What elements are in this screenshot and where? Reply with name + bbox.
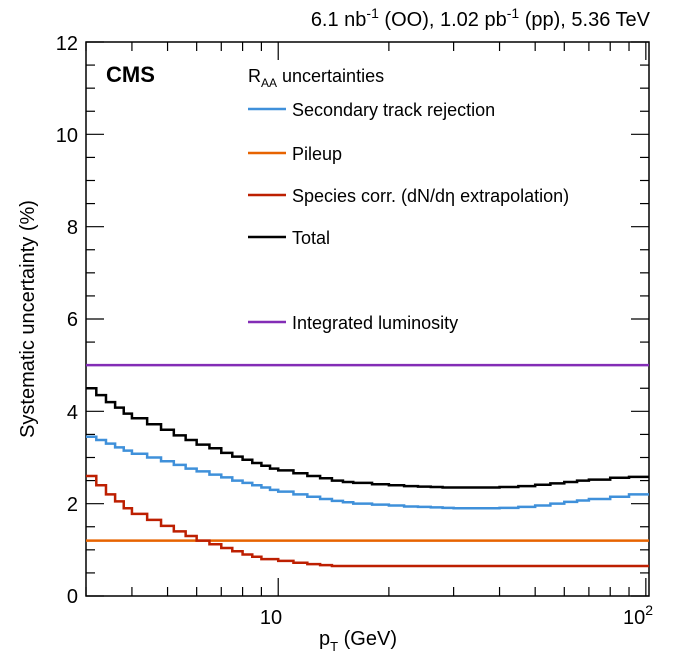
y-axis-title: Systematic uncertainty (%) bbox=[17, 200, 39, 438]
x-tick-label-100: 102 bbox=[623, 602, 653, 629]
y-tick-label-6: 6 bbox=[67, 309, 78, 331]
legend-label-species: Species corr. (dN/dη extrapolation) bbox=[292, 186, 569, 206]
series-line-secondary-track-rejection bbox=[86, 435, 649, 510]
y-tick-label-10: 10 bbox=[56, 125, 78, 147]
y-tick-label-0: 0 bbox=[67, 586, 78, 608]
series-group bbox=[86, 363, 649, 568]
legend-label-luminosity: Integrated luminosity bbox=[292, 313, 458, 333]
series-line-species-corr-dn-d-extrapolation bbox=[86, 474, 649, 568]
experiment-label: CMS bbox=[106, 62, 155, 87]
y-tick-label-12: 12 bbox=[56, 33, 78, 55]
legend-label-total: Total bbox=[292, 228, 330, 248]
y-tick-label-2: 2 bbox=[67, 494, 78, 516]
luminosity-label: 6.1 nb-1 (OO), 1.02 pb-1 (pp), 5.36 TeV bbox=[311, 5, 651, 31]
series-line-total bbox=[86, 387, 649, 489]
x-axis-title: pT (GeV) bbox=[319, 628, 397, 654]
x-tick-label-10: 10 bbox=[260, 607, 282, 629]
legend-label-pileup: Pileup bbox=[292, 144, 342, 164]
y-tick-label-4: 4 bbox=[67, 402, 78, 424]
y-tick-label-8: 8 bbox=[67, 217, 78, 239]
legend-label-secondary: Secondary track rejection bbox=[292, 100, 495, 120]
x-axis-ticks bbox=[85, 42, 647, 596]
legend-title: RAA uncertainties bbox=[248, 66, 384, 90]
